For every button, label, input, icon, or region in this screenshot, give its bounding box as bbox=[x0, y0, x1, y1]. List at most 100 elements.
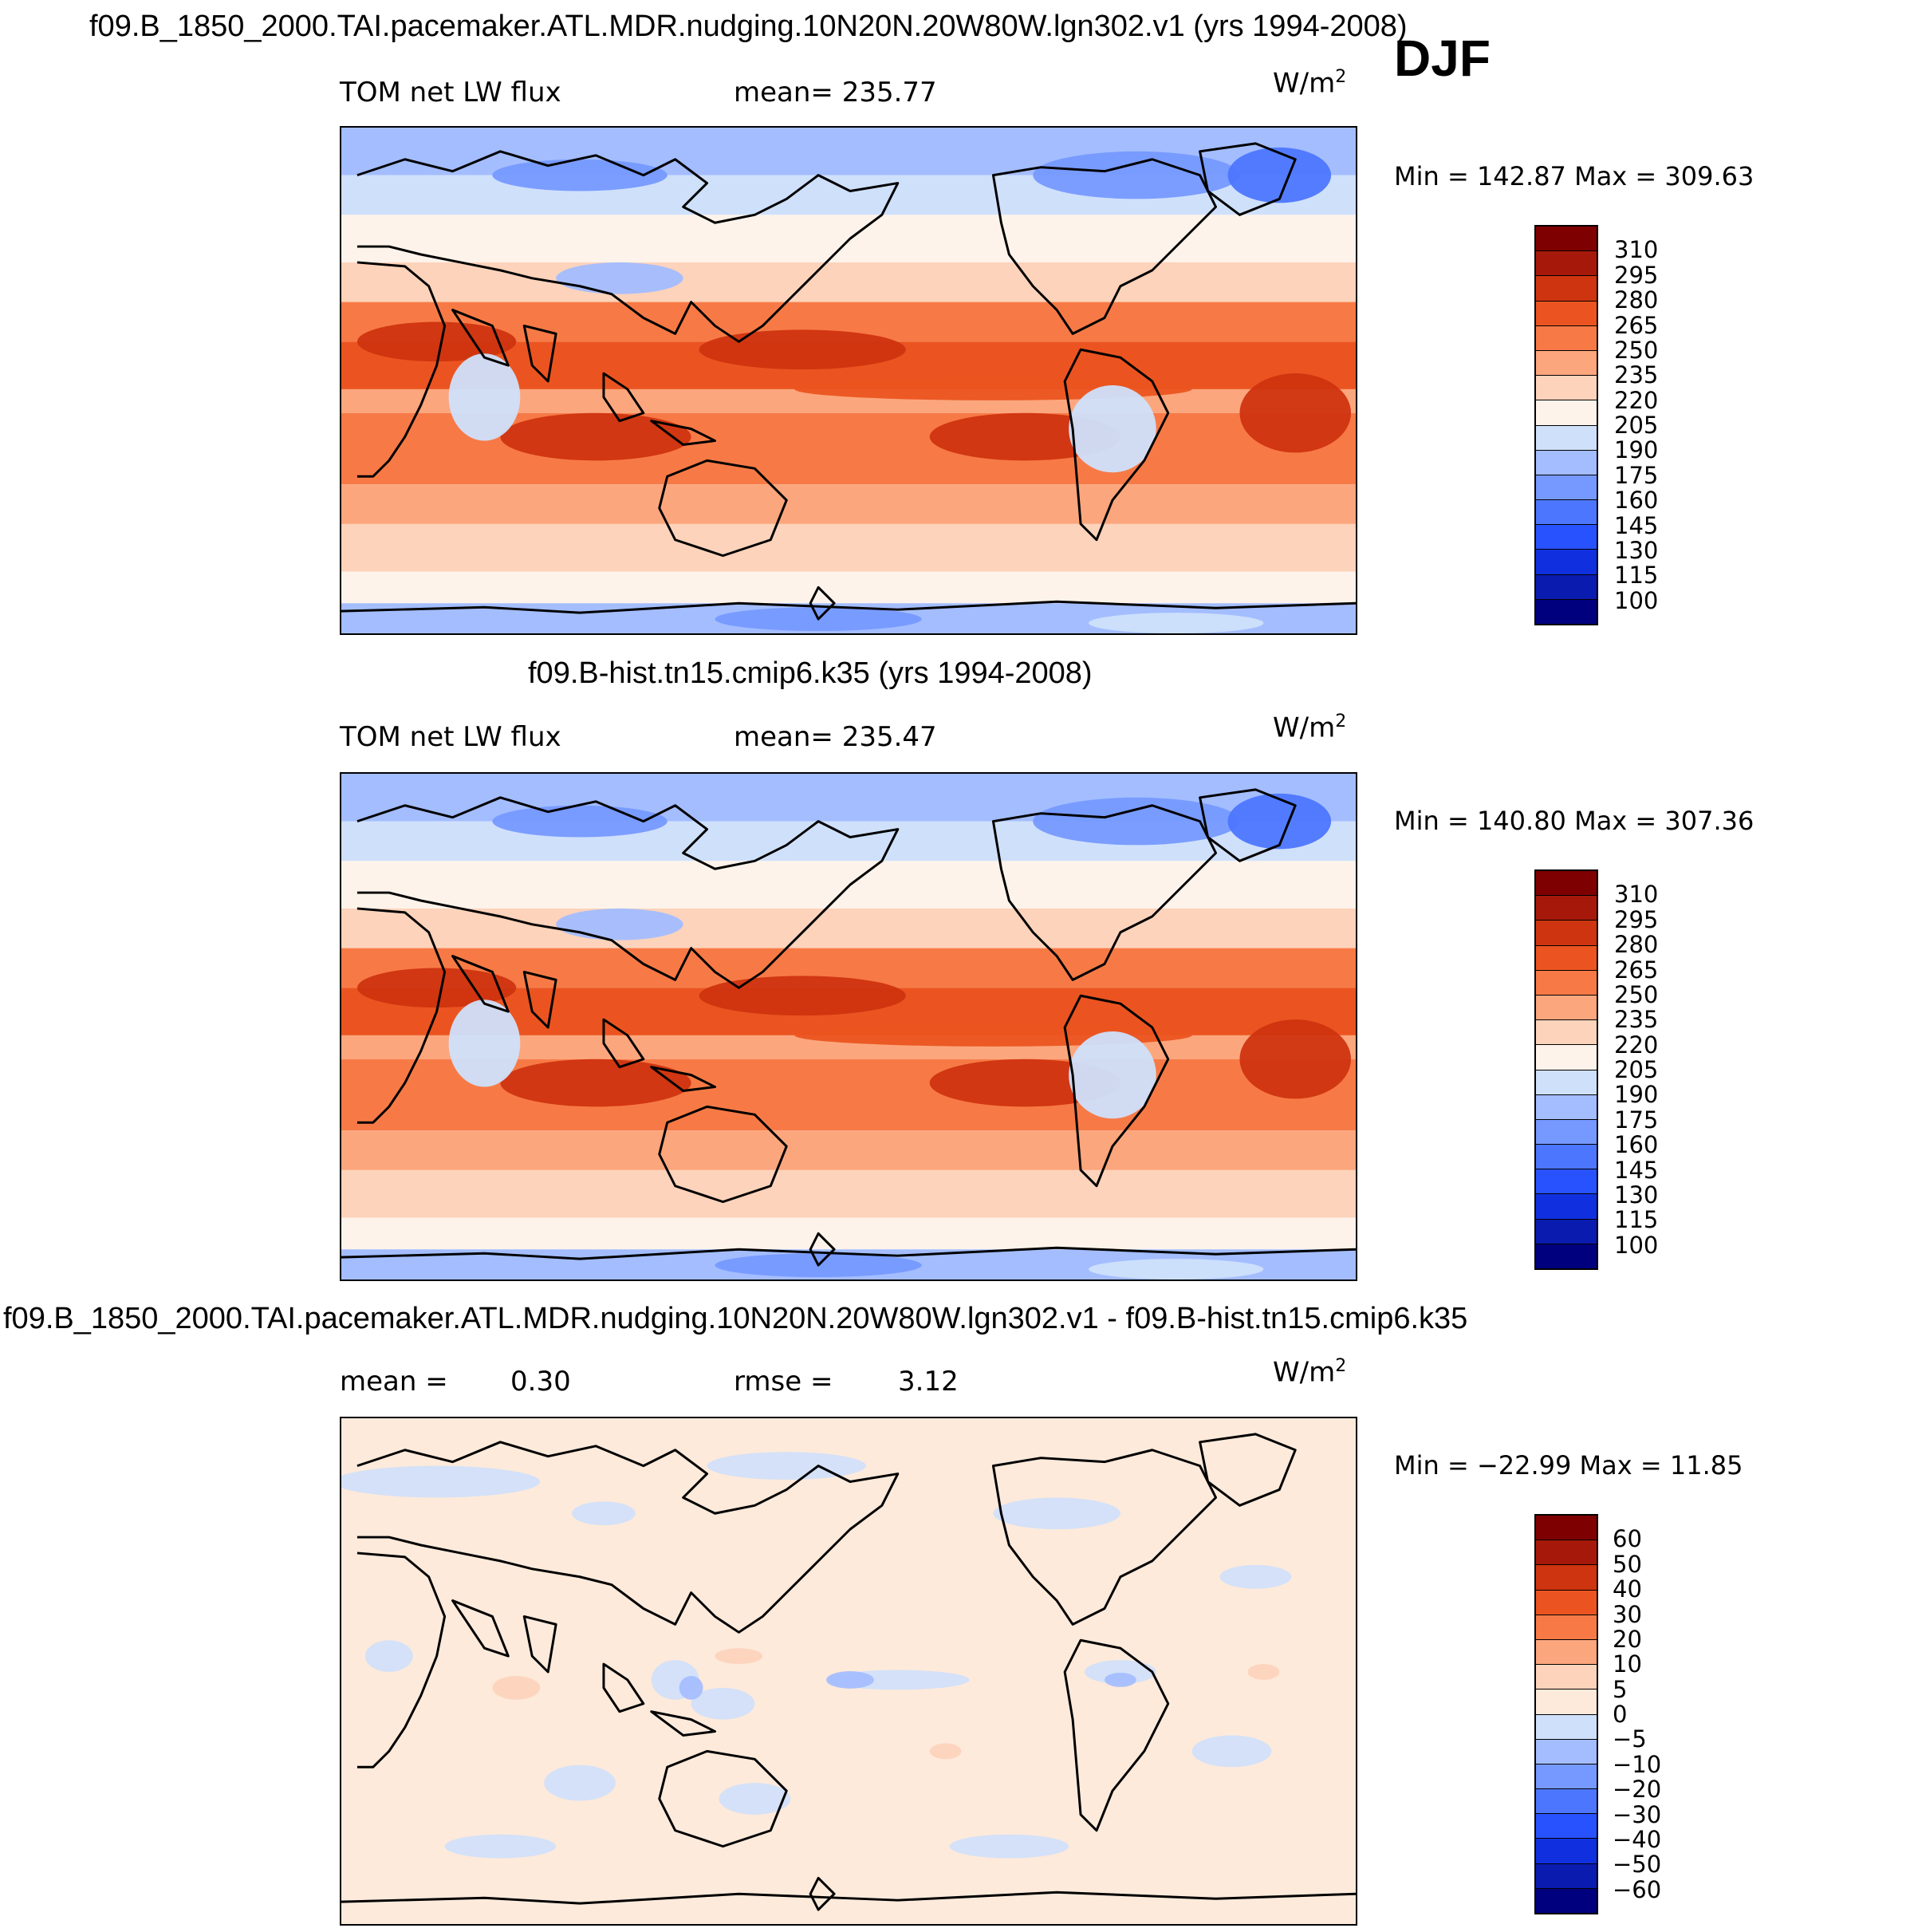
colorbar-tick-label: 190 bbox=[1614, 1081, 1659, 1109]
colorbar-swatch bbox=[1536, 276, 1597, 302]
panel1-variable-label: TOM net LW flux bbox=[340, 77, 561, 108]
colorbar-swatch bbox=[1536, 1540, 1597, 1566]
colorbar-tick-label: 5 bbox=[1613, 1675, 1628, 1703]
colorbar-swatch bbox=[1536, 1739, 1597, 1764]
panel3-colorbar bbox=[1534, 1514, 1598, 1914]
colorbar-swatch bbox=[1536, 251, 1597, 277]
panel1-title: f09.B_1850_2000.TAI.pacemaker.ATL.MDR.nu… bbox=[89, 10, 1408, 43]
colorbar-tick-label: 205 bbox=[1614, 1056, 1659, 1083]
colorbar-tick-label: 220 bbox=[1614, 1031, 1659, 1059]
colorbar-swatch bbox=[1536, 871, 1597, 897]
colorbar-swatch bbox=[1536, 425, 1597, 451]
colorbar-swatch bbox=[1536, 1516, 1597, 1541]
colorbar-swatch bbox=[1536, 525, 1597, 550]
panel3-rmse-value: 3.12 bbox=[898, 1366, 959, 1398]
panel1-units: W/m2 bbox=[1273, 67, 1347, 100]
colorbar-tick-label: 310 bbox=[1614, 881, 1659, 909]
colorbar-tick-label: 250 bbox=[1614, 336, 1659, 364]
colorbar-tick-label: 145 bbox=[1614, 1156, 1659, 1184]
panel3-mean-value: 0.30 bbox=[510, 1366, 571, 1398]
colorbar-tick-label: 115 bbox=[1614, 562, 1659, 589]
colorbar-tick-label: 175 bbox=[1614, 461, 1659, 489]
colorbar-tick-label: 100 bbox=[1614, 586, 1659, 614]
colorbar-tick-label: 160 bbox=[1614, 487, 1659, 515]
colorbar-swatch bbox=[1536, 1145, 1597, 1170]
colorbar-swatch bbox=[1536, 995, 1597, 1021]
colorbar-swatch bbox=[1536, 945, 1597, 971]
colorbar-swatch bbox=[1536, 1665, 1597, 1690]
colorbar-swatch bbox=[1536, 1194, 1597, 1220]
colorbar-swatch bbox=[1536, 1690, 1597, 1715]
colorbar-tick-label: −5 bbox=[1613, 1725, 1647, 1753]
colorbar-tick-label: 265 bbox=[1614, 311, 1659, 339]
colorbar-tick-label: −50 bbox=[1613, 1851, 1662, 1879]
colorbar-tick-label: 235 bbox=[1614, 361, 1659, 389]
colorbar-tick-label: 265 bbox=[1614, 956, 1659, 984]
colorbar-tick-label: −20 bbox=[1613, 1776, 1662, 1804]
colorbar-swatch bbox=[1536, 1045, 1597, 1070]
panel3-units: W/m2 bbox=[1273, 1356, 1347, 1389]
colorbar-swatch bbox=[1536, 896, 1597, 921]
colorbar-swatch bbox=[1536, 1094, 1597, 1120]
colorbar-swatch bbox=[1536, 400, 1597, 426]
panel1-colorbar bbox=[1534, 225, 1598, 625]
colorbar-swatch bbox=[1536, 1169, 1597, 1195]
colorbar-tick-label: 130 bbox=[1614, 536, 1659, 564]
panel3-map bbox=[340, 1417, 1357, 1926]
colorbar-tick-label: 145 bbox=[1614, 511, 1659, 539]
colorbar-tick-label: 50 bbox=[1613, 1550, 1642, 1578]
colorbar-swatch bbox=[1536, 1119, 1597, 1145]
colorbar-tick-label: 115 bbox=[1614, 1206, 1659, 1234]
panel3-title: f09.B_1850_2000.TAI.pacemaker.ATL.MDR.nu… bbox=[3, 1302, 1468, 1335]
colorbar-swatch bbox=[1536, 1839, 1597, 1864]
panel2-title: f09.B-hist.tn15.cmip6.k35 (yrs 1994-2008… bbox=[528, 656, 1093, 690]
colorbar-swatch bbox=[1536, 1020, 1597, 1046]
colorbar-tick-label: −10 bbox=[1613, 1750, 1662, 1778]
colorbar-tick-label: 30 bbox=[1613, 1600, 1642, 1628]
colorbar-swatch bbox=[1536, 325, 1597, 351]
colorbar-swatch bbox=[1536, 1814, 1597, 1839]
colorbar-swatch bbox=[1536, 1244, 1597, 1268]
colorbar-swatch bbox=[1536, 921, 1597, 946]
colorbar-tick-label: 280 bbox=[1614, 286, 1659, 314]
colorbar-tick-label: 175 bbox=[1614, 1106, 1659, 1134]
colorbar-swatch bbox=[1536, 1565, 1597, 1591]
colorbar-swatch bbox=[1536, 1639, 1597, 1666]
colorbar-tick-label: 250 bbox=[1614, 980, 1659, 1008]
colorbar-tick-label: 130 bbox=[1614, 1181, 1659, 1208]
colorbar-tick-label: −40 bbox=[1613, 1825, 1662, 1853]
colorbar-tick-label: 205 bbox=[1614, 412, 1659, 439]
panel2-variable-label: TOM net LW flux bbox=[340, 721, 561, 753]
colorbar-tick-label: 160 bbox=[1614, 1131, 1659, 1159]
panel2-colorbar bbox=[1534, 869, 1598, 1270]
colorbar-swatch bbox=[1536, 1888, 1597, 1913]
colorbar-swatch bbox=[1536, 376, 1597, 401]
panel2-mean-label: mean= 235.47 bbox=[734, 721, 937, 753]
colorbar-tick-label: 190 bbox=[1614, 436, 1659, 464]
colorbar-swatch bbox=[1536, 301, 1597, 326]
colorbar-tick-label: 310 bbox=[1614, 236, 1659, 264]
colorbar-swatch bbox=[1536, 350, 1597, 377]
colorbar-tick-label: 235 bbox=[1614, 1006, 1659, 1034]
colorbar-swatch bbox=[1536, 1219, 1597, 1244]
panel2-units: W/m2 bbox=[1273, 712, 1347, 744]
panel3-rmse-label: rmse = bbox=[734, 1366, 833, 1398]
colorbar-tick-label: 295 bbox=[1614, 261, 1659, 289]
colorbar-tick-label: 0 bbox=[1613, 1701, 1628, 1728]
colorbar-tick-label: −30 bbox=[1613, 1800, 1662, 1828]
colorbar-swatch bbox=[1536, 1714, 1597, 1740]
colorbar-swatch bbox=[1536, 1070, 1597, 1095]
colorbar-tick-label: −60 bbox=[1613, 1875, 1662, 1903]
colorbar-tick-label: 100 bbox=[1614, 1231, 1659, 1259]
colorbar-swatch bbox=[1536, 599, 1597, 624]
colorbar-tick-label: 60 bbox=[1613, 1525, 1642, 1553]
colorbar-tick-label: 10 bbox=[1613, 1650, 1642, 1678]
panel3-mean-label: mean = bbox=[340, 1366, 448, 1398]
panel3-minmax: Min = −22.99 Max = 11.85 bbox=[1394, 1450, 1743, 1481]
colorbar-swatch bbox=[1536, 227, 1597, 252]
colorbar-swatch bbox=[1536, 500, 1597, 526]
colorbar-swatch bbox=[1536, 1789, 1597, 1815]
panel2-minmax: Min = 140.80 Max = 307.36 bbox=[1394, 806, 1754, 836]
panel1-minmax: Min = 142.87 Max = 309.63 bbox=[1394, 161, 1754, 191]
colorbar-swatch bbox=[1536, 1615, 1597, 1640]
